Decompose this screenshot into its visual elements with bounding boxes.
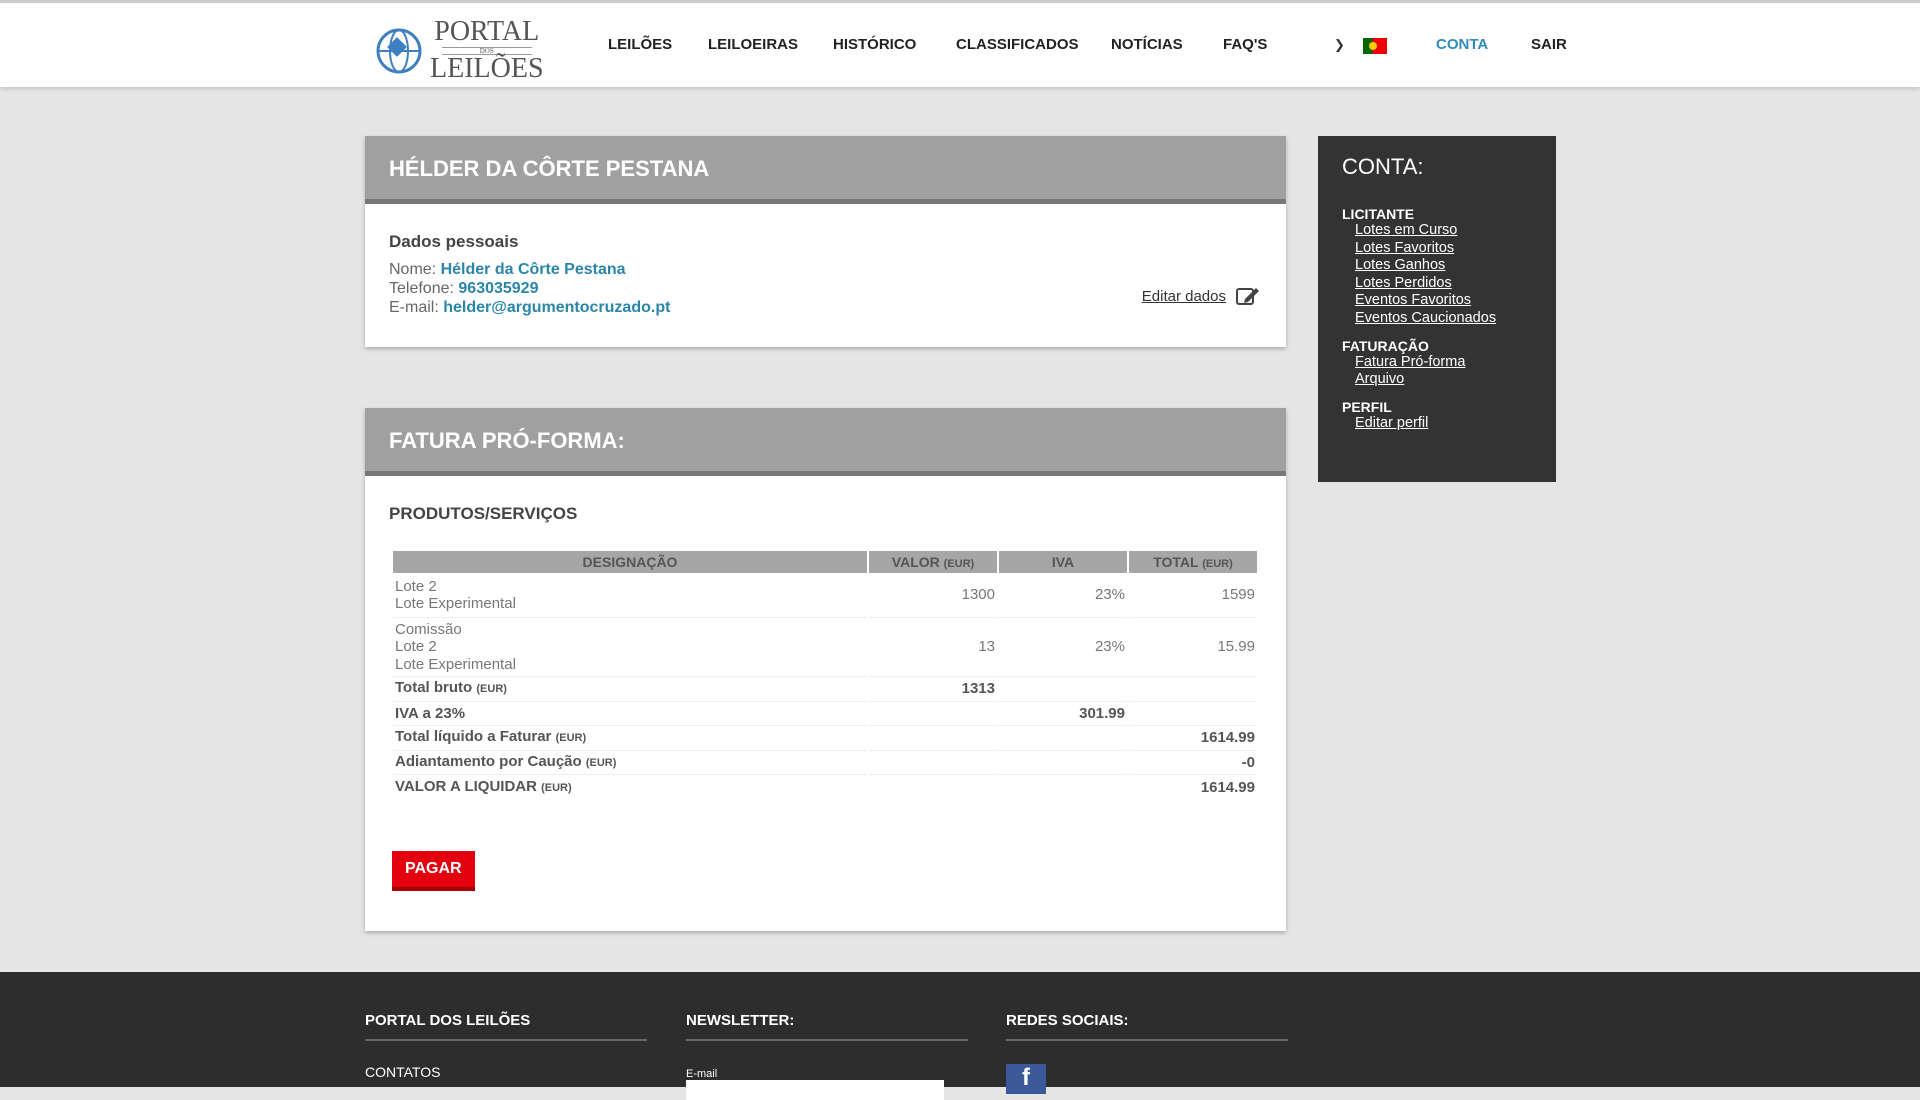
table-row: Lote 2 Lote Experimental 1300 23% 1599 (393, 573, 1257, 618)
col-designacao: DESIGNAÇÃO (393, 551, 867, 573)
group-licitante: LICITANTE (1342, 206, 1415, 222)
invoice-table: DESIGNAÇÃO VALOR (EUR) IVA TOTAL (EUR) L… (391, 551, 1259, 800)
top-header: PORTAL DOS LEILÕES LEILÕES LEILOEIRAS HIST… (0, 0, 1920, 87)
link-lotes-favoritos[interactable]: Lotes Favoritos (1355, 239, 1455, 256)
phone-label: Telefone: (389, 280, 454, 297)
edit-icon (1236, 288, 1259, 305)
table-row: Comissão Lote 2 Lote Experimental 13 23% 15.… (393, 618, 1257, 677)
nav-leiloes[interactable]: LEILÕES (608, 36, 673, 53)
valor-liquidar-row: VALOR A LIQUIDAR (EUR) 1614.99 (395, 777, 1255, 796)
products-title: PRODUTOS/SERVIÇOS (389, 504, 578, 523)
footer-col-social: REDES SOCIAIS: (1006, 1012, 1288, 1041)
edit-data-link[interactable]: Editar dados (1142, 286, 1260, 306)
link-lotes-ganhos[interactable]: Lotes Ganhos (1355, 257, 1446, 274)
link-eventos-favoritos[interactable]: Eventos Favoritos (1355, 292, 1472, 309)
section-title: Dados pessoais (389, 232, 519, 251)
contacts-link[interactable]: CONTATOS (365, 1064, 441, 1080)
link-editar-perfil[interactable]: Editar perfil (1355, 414, 1429, 431)
account-sidebar: CONTA: LICITANTE Lotes em Curso Lotes Fa… (1318, 136, 1556, 482)
total-bruto-row: Total bruto (EUR) 1313 (393, 677, 1257, 702)
profile-card: HÉLDER DA CÔRTE PESTANA Dados pessoais N… (365, 136, 1286, 347)
invoice-title: FATURA PRÓ-FORMA: (365, 408, 1286, 476)
sidebar-title: CONTA: (1342, 154, 1424, 179)
link-fatura-pro-forma[interactable]: Fatura Pró-forma (1355, 353, 1466, 370)
logo[interactable]: PORTAL DOS LEILÕES (376, 16, 544, 85)
logo-text: PORTAL DOS LEILÕES (430, 16, 544, 85)
profile-title: HÉLDER DA CÔRTE PESTANA (365, 136, 1286, 204)
facebook-icon[interactable]: f (1006, 1064, 1046, 1094)
nav-leiloeiras[interactable]: LEILOEIRAS (708, 36, 799, 53)
nav-sair[interactable]: SAIR (1531, 36, 1567, 53)
link-eventos-caucionados[interactable]: Eventos Caucionados (1355, 309, 1497, 326)
newsletter-email-input[interactable] (686, 1080, 944, 1100)
link-lotes-em-curso[interactable]: Lotes em Curso (1355, 222, 1458, 238)
col-valor: VALOR (EUR) (869, 551, 997, 573)
link-arquivo[interactable]: Arquivo (1355, 371, 1405, 388)
name-value: Hélder da Côrte Pestana (440, 261, 626, 278)
edit-label: Editar dados (1141, 287, 1226, 305)
invoice-card: FATURA PRÓ-FORMA: PRODUTOS/SERVIÇOS DESI… (365, 408, 1286, 931)
total-liquido-row: Total líquido a Faturar (EUR) 1614.99 (393, 726, 1257, 751)
col-iva: IVA (999, 551, 1127, 573)
nav-conta[interactable]: CONTA (1436, 36, 1489, 53)
email-label: E-mail: (389, 299, 439, 316)
caucao-row: Adiantamento por Caução (EUR) -0 (393, 751, 1257, 775)
email-value: helder@argumentocruzado.pt (443, 299, 671, 316)
group-faturacao: FATURAÇÃO (1342, 337, 1429, 354)
col-total: TOTAL (EUR) (1129, 551, 1257, 573)
iva-row: IVA a 23% 301.99 (393, 702, 1257, 726)
nav-classificados[interactable]: CLASSIFICADOS (956, 36, 1079, 53)
nav-faqs[interactable]: FAQ'S (1223, 36, 1268, 53)
newsletter-email-label: E-mail (686, 1068, 718, 1080)
globe-icon (376, 28, 422, 74)
footer-col-portal: PORTAL DOS LEILÕES (365, 1012, 647, 1041)
footer: PORTAL DOS LEILÕES NEWSLETTER: REDES SOC… (0, 972, 1920, 1100)
footer-col-newsletter: NEWSLETTER: (686, 1012, 968, 1041)
nav-historico[interactable]: HISTÓRICO (833, 36, 917, 53)
phone-value: 963035929 (458, 280, 539, 297)
chevron-down-icon[interactable]: ❯ (1334, 37, 1345, 52)
pay-button[interactable]: PAGAR (392, 851, 475, 891)
name-label: Nome: (389, 261, 437, 278)
portugal-flag-icon[interactable] (1363, 38, 1387, 54)
nav-noticias[interactable]: NOTÍCIAS (1111, 36, 1183, 53)
group-perfil: PERFIL (1342, 398, 1392, 415)
link-lotes-perdidos[interactable]: Lotes Perdidos (1355, 274, 1452, 291)
